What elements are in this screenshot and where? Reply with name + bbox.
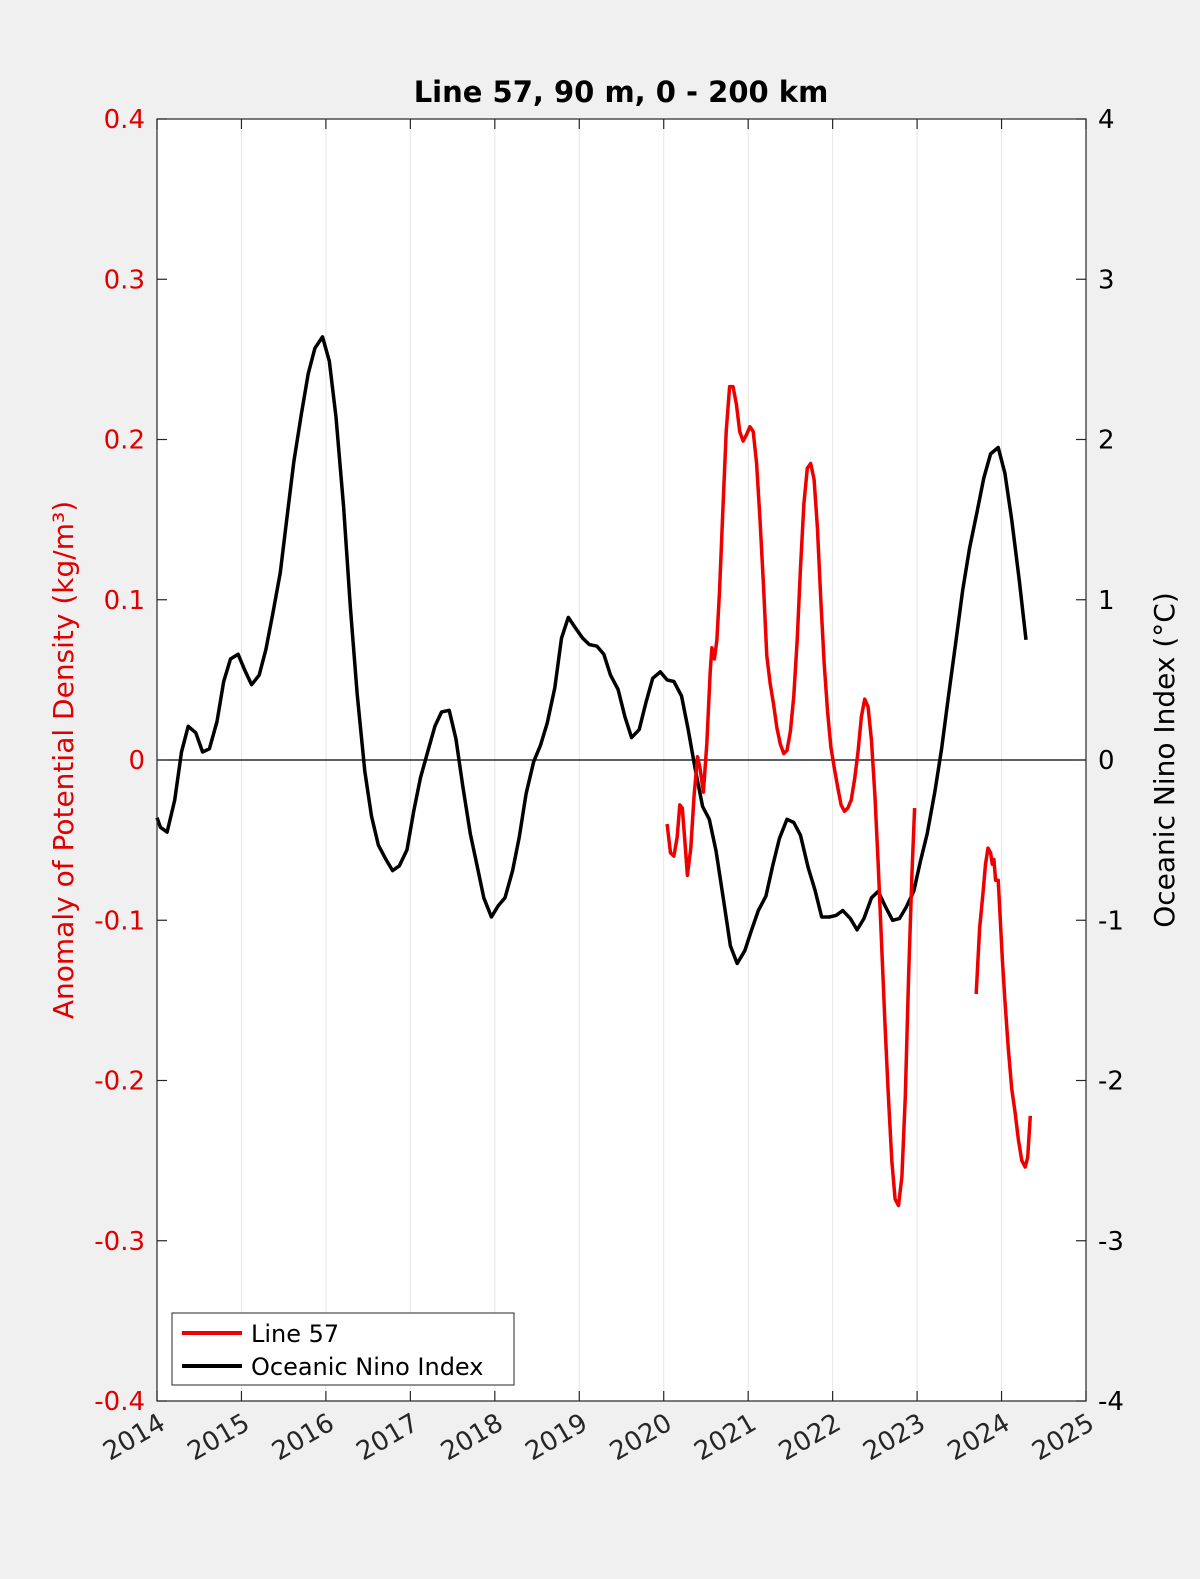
- y-right-tick-label: 2: [1098, 426, 1115, 456]
- y-right-tick-label: -3: [1098, 1227, 1124, 1257]
- y-right-tick-label: -1: [1098, 906, 1124, 936]
- y-left-tick-label: -0.2: [94, 1067, 145, 1097]
- y-right-tick-label: 0: [1098, 746, 1115, 776]
- y-left-tick-label: -0.4: [94, 1387, 145, 1417]
- y-right-tick-label: 3: [1098, 265, 1115, 295]
- series-line-line-57: [665, 384, 917, 1208]
- y-axis-right-label: Oceanic Nino Index (°C): [1148, 592, 1181, 928]
- series-line-line-57: [974, 846, 1033, 1169]
- y-axis-left-label: Anomaly of Potential Density (kg/m³): [47, 501, 80, 1019]
- y-left-tick-label: 0.2: [104, 426, 145, 456]
- y-right-tick-label: -2: [1098, 1067, 1124, 1097]
- y-left-tick-label: -0.1: [94, 906, 145, 936]
- y-left-tick-label: 0.3: [104, 265, 145, 295]
- legend-box: [171, 1312, 515, 1386]
- y-right-tick-label: 4: [1098, 105, 1115, 135]
- chart-title: Line 57, 90 m, 0 - 200 km: [414, 75, 829, 109]
- y-right-tick-label: 1: [1098, 586, 1115, 616]
- legend-label-oni: Oceanic Nino Index: [251, 1353, 483, 1381]
- series-layer: [155, 335, 1033, 1208]
- legend: Line 57 Oceanic Nino Index: [171, 1312, 515, 1386]
- y-right-tick-label: -4: [1098, 1387, 1124, 1417]
- y-left-tick-label: -0.3: [94, 1227, 145, 1257]
- y-left-tick-label: 0.1: [104, 586, 145, 616]
- y-left-tick-label: 0.4: [104, 105, 145, 135]
- legend-label-line-57: Line 57: [251, 1320, 339, 1348]
- y-left-tick-label: 0: [128, 746, 145, 776]
